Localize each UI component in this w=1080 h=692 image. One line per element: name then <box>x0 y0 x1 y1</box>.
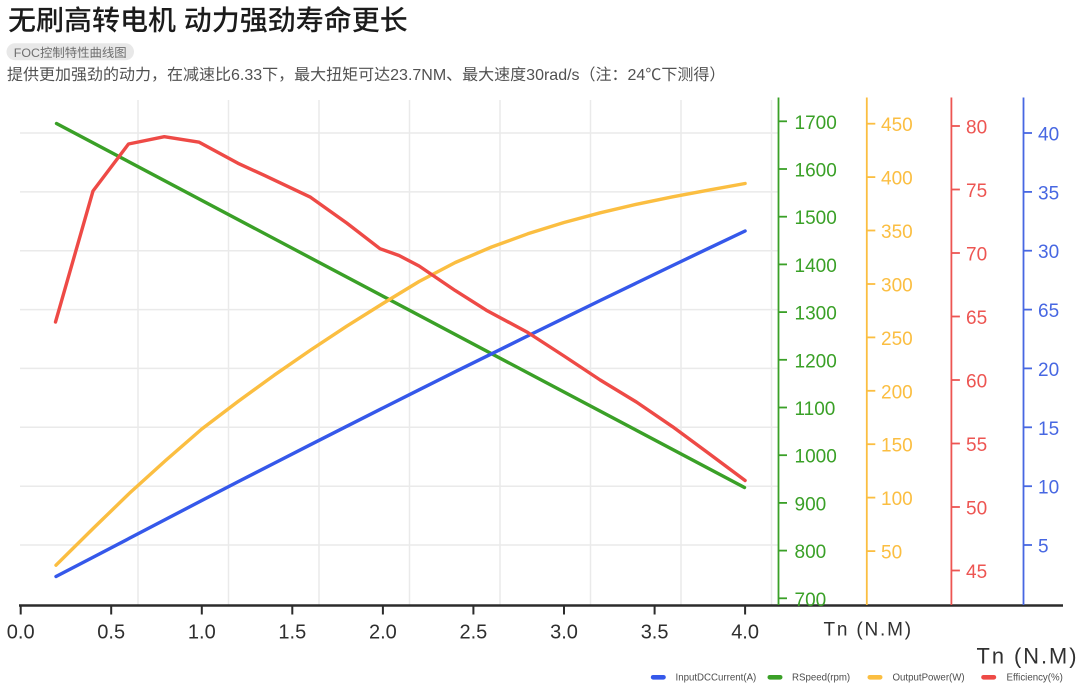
svg-text:1600: 1600 <box>795 161 837 182</box>
svg-text:65: 65 <box>966 308 987 329</box>
svg-text:100: 100 <box>881 489 913 510</box>
svg-text:55: 55 <box>966 435 987 456</box>
svg-text:300: 300 <box>881 276 913 297</box>
svg-text:Efficiency(%): Efficiency(%) <box>1007 672 1063 683</box>
svg-text:3.5: 3.5 <box>641 622 669 644</box>
svg-text:0.0: 0.0 <box>7 622 35 644</box>
svg-text:250: 250 <box>881 329 913 350</box>
svg-text:350: 350 <box>881 222 913 243</box>
svg-text:1.0: 1.0 <box>188 622 216 644</box>
svg-text:0.5: 0.5 <box>97 622 125 644</box>
svg-text:FOC控制特性曲线图: FOC控制特性曲线图 <box>14 43 127 61</box>
svg-text:50: 50 <box>966 499 987 520</box>
svg-text:20: 20 <box>1038 360 1059 381</box>
svg-text:800: 800 <box>795 542 827 563</box>
svg-text:65: 65 <box>1038 301 1059 322</box>
svg-text:4.0: 4.0 <box>731 622 759 644</box>
svg-text:3.0: 3.0 <box>550 622 578 644</box>
svg-text:900: 900 <box>795 494 827 515</box>
svg-text:OutputPower(W): OutputPower(W) <box>893 672 965 683</box>
svg-text:1100: 1100 <box>795 399 836 420</box>
svg-text:无刷高转电机 动力强劲寿命更长: 无刷高转电机 动力强劲寿命更长 <box>8 0 408 39</box>
svg-text:700: 700 <box>795 590 827 611</box>
svg-text:200: 200 <box>881 382 913 403</box>
svg-text:40: 40 <box>1038 125 1059 146</box>
svg-text:80: 80 <box>966 118 987 139</box>
svg-text:1500: 1500 <box>795 208 837 229</box>
svg-text:RSpeed(rpm): RSpeed(rpm) <box>792 672 850 683</box>
svg-text:Tn (N.M): Tn (N.M) <box>977 644 1079 669</box>
svg-text:1200: 1200 <box>795 351 837 372</box>
svg-text:提供更加强劲的动力，在减速比6.33下，最大扭矩可达23.7: 提供更加强劲的动力，在减速比6.33下，最大扭矩可达23.7NM、最大速度30r… <box>7 61 725 85</box>
svg-text:450: 450 <box>881 115 913 136</box>
svg-text:2.5: 2.5 <box>459 622 487 644</box>
svg-text:30: 30 <box>1038 242 1059 263</box>
svg-text:35: 35 <box>1038 183 1059 204</box>
svg-text:45: 45 <box>966 562 987 583</box>
svg-text:1400: 1400 <box>795 256 837 277</box>
svg-text:10: 10 <box>1038 478 1059 499</box>
svg-text:1000: 1000 <box>795 447 837 468</box>
svg-text:70: 70 <box>966 245 987 266</box>
svg-text:75: 75 <box>966 181 987 202</box>
svg-text:1300: 1300 <box>795 304 837 325</box>
svg-text:1700: 1700 <box>795 113 837 134</box>
svg-text:50: 50 <box>881 543 902 564</box>
svg-text:2.0: 2.0 <box>369 622 397 644</box>
svg-text:400: 400 <box>881 169 913 190</box>
svg-text:1.5: 1.5 <box>278 622 306 644</box>
svg-text:60: 60 <box>966 372 987 393</box>
svg-text:150: 150 <box>881 436 913 457</box>
svg-text:15: 15 <box>1038 419 1059 440</box>
svg-text:5: 5 <box>1038 537 1049 558</box>
svg-text:Tn (N.M): Tn (N.M) <box>824 620 913 641</box>
svg-text:InputDCCurrent(A): InputDCCurrent(A) <box>676 672 757 683</box>
